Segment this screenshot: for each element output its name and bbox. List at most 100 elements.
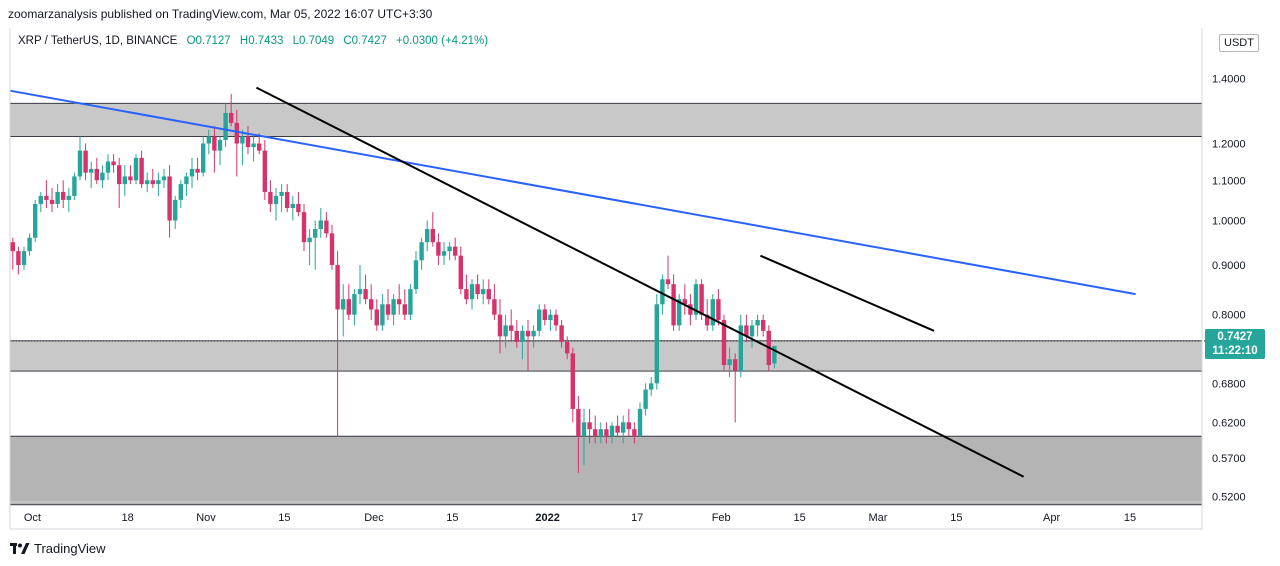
candle-body <box>525 330 531 337</box>
candle-body <box>21 251 27 265</box>
candle-body <box>341 299 346 310</box>
candle-body <box>128 176 133 181</box>
candle-body <box>49 199 55 204</box>
candle-body <box>352 294 357 315</box>
candle-body <box>537 309 542 331</box>
candle-body <box>699 284 704 315</box>
candle-body <box>229 112 234 123</box>
candle-body <box>212 136 217 151</box>
candle-body <box>217 140 223 151</box>
candle-body <box>66 195 71 200</box>
time-tick-label: Apr <box>1043 512 1060 524</box>
candle-body <box>425 229 430 243</box>
candle-body <box>167 176 172 221</box>
time-tick-label: 15 <box>793 512 805 524</box>
candle-body <box>195 168 200 173</box>
candle-body <box>453 246 458 256</box>
currency-selector[interactable]: USDT <box>1219 34 1259 52</box>
candle-body <box>755 320 760 326</box>
candle-body <box>117 165 122 185</box>
time-tick-label: 15 <box>1124 512 1136 524</box>
candle-body <box>632 429 637 437</box>
candle-body <box>548 314 553 321</box>
candle-body <box>251 143 256 148</box>
candle-body <box>374 309 379 326</box>
candle-body <box>733 359 738 372</box>
candle-body <box>100 172 105 181</box>
candle-body <box>637 408 643 437</box>
price-tick-label: 0.8000 <box>1212 310 1246 322</box>
black-trendline-1 <box>255 86 1025 478</box>
time-tick-label: Feb <box>712 512 731 524</box>
candle-body <box>16 251 21 265</box>
candle-body <box>33 203 38 238</box>
candle-body <box>615 425 620 433</box>
candle-body <box>441 251 447 256</box>
candle-body <box>430 229 435 243</box>
candle-body <box>307 237 312 243</box>
candle-body <box>122 176 127 185</box>
candle-body <box>531 330 536 337</box>
candle-body <box>408 289 413 315</box>
candle-body <box>133 157 139 181</box>
candle-body <box>206 136 211 144</box>
candle-body <box>649 383 654 390</box>
time-tick-label: 15 <box>278 512 290 524</box>
candle-body <box>581 422 587 437</box>
candle-body <box>189 168 195 177</box>
candle-body <box>10 242 15 252</box>
tradingview-logo[interactable]: TradingView <box>10 541 106 556</box>
last-price-value: 0.7427 <box>1217 331 1253 343</box>
low-value: L0.7049 <box>292 35 335 47</box>
candle-body <box>626 422 631 430</box>
tradingview-brand: TradingView <box>34 541 106 556</box>
candle-body <box>363 289 368 300</box>
symbol-name: XRP / TetherUS, 1D, BINANCE <box>18 35 178 47</box>
candle-body <box>240 136 245 144</box>
candle-body <box>329 233 335 265</box>
candle-body <box>313 229 318 238</box>
zone-2 <box>9 435 1203 506</box>
time-tick-label: 18 <box>121 512 133 524</box>
candle-body <box>385 304 391 315</box>
change-value: +0.0300 (+4.21%) <box>396 35 489 47</box>
candle-body <box>44 195 49 200</box>
candle-body <box>486 289 491 300</box>
candle-body <box>318 220 323 230</box>
candle-body <box>419 242 424 261</box>
candle-body <box>55 191 60 204</box>
candle-body <box>542 309 547 321</box>
candle-body <box>156 180 161 185</box>
zone-0 <box>9 102 1203 137</box>
candle-body <box>593 429 598 437</box>
candle-body <box>38 195 43 204</box>
candle-body <box>257 143 262 151</box>
candle-body <box>72 176 77 196</box>
close-value: C0.7427 <box>343 35 387 47</box>
candle-body <box>402 304 407 315</box>
price-tick-label: 0.5700 <box>1212 453 1246 465</box>
price-tick-label: 0.5200 <box>1212 492 1246 504</box>
candle-body <box>665 279 671 285</box>
price-tick-label: 1.2000 <box>1212 139 1246 151</box>
candle-body <box>716 299 721 321</box>
candle-body <box>178 184 183 200</box>
candle-body <box>27 237 32 252</box>
candle-body <box>503 325 508 337</box>
candle-body <box>609 425 615 437</box>
candle-body <box>268 191 273 204</box>
candle-body <box>150 180 155 185</box>
time-tick-label: Mar <box>869 512 888 524</box>
candle-body <box>671 284 676 326</box>
price-tick-label: 1.0000 <box>1212 216 1246 228</box>
candle-body <box>436 242 441 256</box>
candle-body <box>587 422 592 430</box>
candle-body <box>301 212 307 243</box>
candle-body <box>514 330 519 342</box>
time-tick-label: 15 <box>446 512 458 524</box>
candle-body <box>475 284 480 295</box>
time-tick-label: 2022 <box>535 512 559 524</box>
candle-body <box>654 304 659 384</box>
